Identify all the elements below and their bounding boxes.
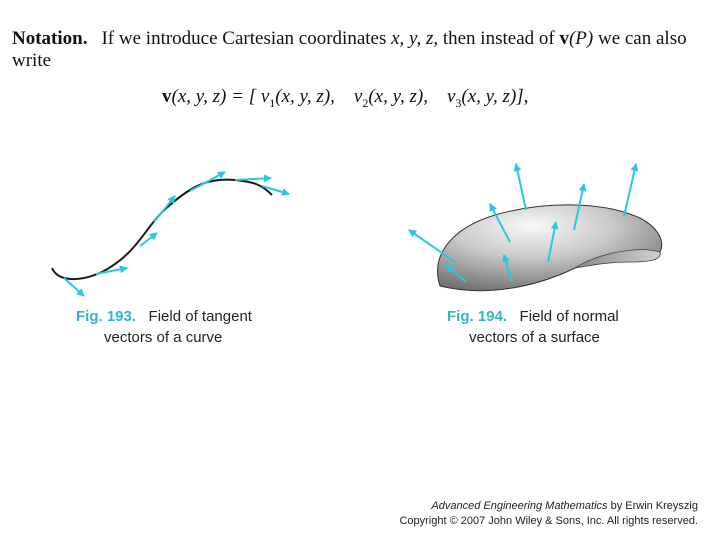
figure-193-caption: Fig. 193. Field of tangent vectors of a … <box>76 306 252 348</box>
figure-194-number: Fig. 194. <box>447 308 508 325</box>
figure-193-number: Fig. 193. <box>76 308 137 325</box>
tangent-vector-5 <box>189 171 226 192</box>
eq-v2-args: (x, y, z), <box>368 86 428 107</box>
tangent-vector-7 <box>261 185 290 196</box>
eq-v3-sub: 3 <box>455 96 462 110</box>
figure-194-surface-lip <box>574 249 661 269</box>
eq-v3: v <box>446 86 456 107</box>
author-text: by Erwin Kreyszig <box>607 500 698 512</box>
eq-v2-sub: 2 <box>362 96 369 110</box>
figure-193-caption-line2: vectors of a curve <box>104 329 223 346</box>
eq-lhs: v <box>162 86 172 107</box>
figure-194-caption: Fig. 194. Field of normal vectors of a s… <box>447 306 619 348</box>
tangent-vector-6 <box>234 174 272 183</box>
notation-text-after: we can also write <box>12 28 687 71</box>
normal-vector-1 <box>408 229 456 263</box>
notation-coords: x, y, z, <box>391 28 439 49</box>
book-title: Advanced Engineering Mathematics <box>431 500 608 512</box>
tangent-vector-3 <box>139 232 158 247</box>
notation-vp-arg: (P) <box>568 28 594 49</box>
notation-paragraph: Notation. If we introduce Cartesian coord… <box>12 28 712 72</box>
tangent-vector-4 <box>153 195 176 223</box>
normal-vector-3 <box>489 203 511 243</box>
normal-vector-6 <box>547 221 559 263</box>
figure-194-surface <box>437 204 663 292</box>
figure-194-caption-line1: Field of normal <box>519 308 619 325</box>
notation-v-symbol: v <box>559 28 569 49</box>
eq-v1-args: (x, y, z), <box>275 86 335 107</box>
vector-equation: v(x, y, z) = [ v1(x, y, z), v2(x, y, z),… <box>162 86 528 111</box>
notation-text-middle: then instead of <box>438 28 560 49</box>
tangent-vector-2 <box>95 265 128 275</box>
normal-vector-5 <box>513 163 527 211</box>
normal-vector-8 <box>623 163 639 217</box>
normal-vector-2 <box>445 264 467 283</box>
eq-v1: v <box>260 86 270 107</box>
notation-label: Notation. <box>12 28 88 49</box>
notation-text-before: If we introduce Cartesian coordinates <box>101 28 392 49</box>
normal-vector-7 <box>573 183 587 231</box>
copyright-credit: Advanced Engineering Mathematics by Erwi… <box>399 499 698 529</box>
figure-194-caption-line2: vectors of a surface <box>469 329 600 346</box>
eq-v2: v <box>353 86 363 107</box>
figure-193-curve <box>51 178 273 280</box>
eq-v3-args: (x, y, z)], <box>461 86 529 107</box>
eq-v1-sub: 1 <box>269 96 276 110</box>
tangent-vector-1 <box>63 277 85 297</box>
copyright-line: Copyright © 2007 John Wiley & Sons, Inc.… <box>399 515 698 527</box>
eq-lhs-args: (x, y, z) = [ <box>171 86 257 107</box>
normal-vector-4 <box>502 254 513 283</box>
figure-193-caption-line1: Field of tangent <box>148 308 252 325</box>
